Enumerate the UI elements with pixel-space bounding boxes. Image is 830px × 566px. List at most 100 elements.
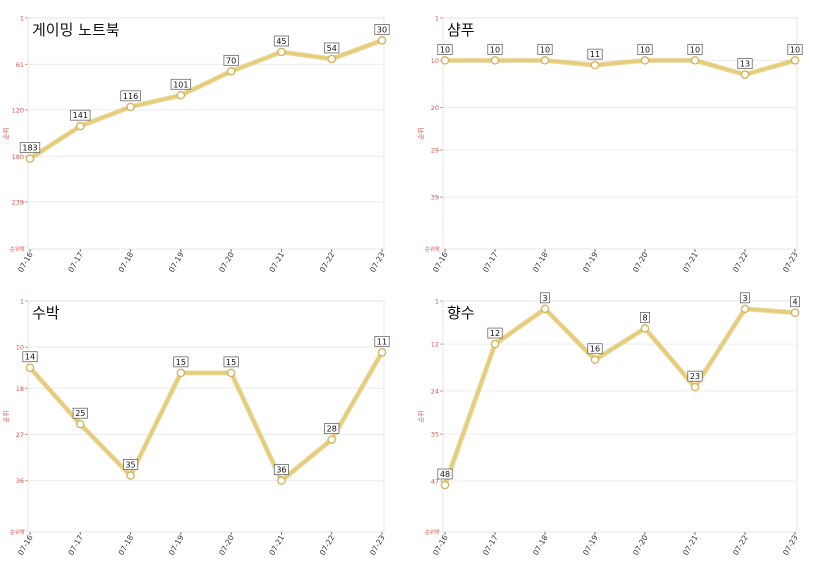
data-label: 70 bbox=[226, 56, 236, 65]
y-tick-label: 27 bbox=[16, 431, 24, 439]
data-label-box bbox=[72, 407, 88, 419]
data-point bbox=[490, 56, 500, 65]
data-point bbox=[690, 382, 700, 392]
y-tick-label: 239 bbox=[12, 198, 24, 206]
data-label: 8 bbox=[642, 313, 647, 322]
x-tick-label: 07-17 bbox=[66, 250, 85, 274]
line-chart-4: 1 12 24 35 47 순위밖 순위 07-16 07-17 07-18 07-19 07-20 0… bbox=[417, 292, 800, 557]
data-label: 36 bbox=[276, 466, 286, 475]
data-label: 101 bbox=[173, 80, 188, 89]
data-label-box bbox=[737, 58, 753, 69]
x-tick-label: 07-18 bbox=[117, 250, 136, 274]
data-label-box bbox=[223, 54, 239, 66]
x-tick-label: 07-22 bbox=[731, 250, 750, 274]
chart-title: 향수 bbox=[447, 304, 475, 322]
y-tick-label: 35 bbox=[431, 431, 439, 439]
y-tick-label: 61 bbox=[16, 61, 24, 69]
x-tick-label: 07-20 bbox=[631, 533, 650, 557]
data-point bbox=[640, 324, 650, 333]
data-point bbox=[590, 60, 600, 70]
data-point bbox=[490, 339, 500, 349]
x-tick-label: 07-23 bbox=[368, 533, 387, 557]
y-tick-label: 10 bbox=[431, 57, 439, 65]
data-label: 11 bbox=[590, 50, 600, 59]
data-label-box bbox=[70, 109, 91, 121]
data-point bbox=[277, 47, 286, 57]
y-tick-label: 10 bbox=[16, 344, 24, 352]
series-line bbox=[28, 38, 384, 161]
y-axis-label: 순위 bbox=[417, 128, 425, 140]
data-label: 141 bbox=[73, 111, 88, 120]
x-tick-label: 07-16 bbox=[16, 250, 35, 274]
data-point bbox=[690, 56, 700, 65]
x-tick-label: 07-21 bbox=[267, 250, 286, 274]
data-label: 10 bbox=[440, 45, 450, 54]
x-tick-label: 07-17 bbox=[66, 533, 85, 557]
x-tick-label: 07-16 bbox=[431, 250, 450, 274]
data-label-box bbox=[487, 327, 503, 339]
data-label: 45 bbox=[276, 37, 286, 46]
data-point bbox=[540, 56, 550, 65]
data-label-box bbox=[173, 356, 189, 368]
data-label: 15 bbox=[176, 358, 186, 367]
data-point bbox=[126, 471, 135, 480]
data-label-box bbox=[437, 468, 453, 480]
data-point bbox=[76, 121, 85, 131]
data-point bbox=[790, 308, 800, 317]
data-label: 35 bbox=[125, 461, 135, 470]
data-label-box bbox=[540, 292, 550, 304]
y-tick-label: 120 bbox=[12, 106, 24, 114]
data-label-box bbox=[170, 78, 192, 90]
data-point bbox=[790, 56, 800, 65]
y-axis-label: 순위 bbox=[417, 411, 425, 423]
x-tick-label: 07-19 bbox=[167, 533, 186, 557]
data-point bbox=[740, 304, 750, 314]
data-label-box bbox=[120, 90, 141, 102]
series-line bbox=[28, 350, 384, 483]
data-label: 10 bbox=[690, 45, 700, 54]
y-out-of-rank-label: 순위밖 bbox=[425, 245, 440, 253]
y-out-of-rank-label: 순위밖 bbox=[10, 528, 25, 536]
x-tick-label: 07-18 bbox=[117, 533, 136, 557]
data-label-box bbox=[487, 44, 503, 55]
chart-title: 샴푸 bbox=[447, 21, 475, 39]
data-point bbox=[226, 67, 236, 76]
x-tick-label: 07-19 bbox=[167, 250, 186, 274]
y-tick-label: 12 bbox=[431, 341, 439, 349]
plot-area bbox=[442, 17, 798, 250]
series-line bbox=[443, 307, 797, 487]
data-label-box bbox=[19, 142, 41, 153]
data-label-box bbox=[22, 351, 38, 363]
x-tick-label: 07-22 bbox=[318, 533, 337, 557]
y-axis-label: 순위 bbox=[2, 128, 10, 140]
y-tick-label: 180 bbox=[12, 153, 24, 161]
y-tick-label: 18 bbox=[16, 385, 24, 393]
data-label: 3 bbox=[542, 294, 547, 303]
data-point bbox=[25, 363, 35, 372]
data-label-box bbox=[123, 459, 139, 470]
x-tick-label: 07-23 bbox=[781, 250, 800, 274]
data-point bbox=[740, 70, 750, 79]
line-chart-2: 1 10 20 29 39 순위밖 순위 07-16 07-17 07-18 07-19 07-20 0… bbox=[417, 15, 803, 274]
data-label-box bbox=[324, 423, 340, 434]
data-label: 11 bbox=[377, 337, 387, 346]
data-point bbox=[176, 368, 186, 378]
data-label-box bbox=[640, 312, 650, 323]
x-tick-label: 07-17 bbox=[481, 250, 500, 274]
y-tick-label: 39 bbox=[431, 194, 439, 202]
data-label: 10 bbox=[490, 45, 500, 54]
y-tick-label: 1 bbox=[20, 298, 24, 306]
data-label: 3 bbox=[742, 294, 747, 303]
data-label-box bbox=[537, 44, 553, 55]
data-label: 14 bbox=[25, 353, 35, 362]
x-tick-label: 07-18 bbox=[531, 250, 550, 274]
data-label: 16 bbox=[590, 345, 600, 354]
y-tick-label: 47 bbox=[431, 478, 439, 486]
data-label: 15 bbox=[226, 358, 236, 367]
data-point bbox=[440, 480, 450, 490]
data-label-box bbox=[790, 296, 800, 308]
y-tick-label: 36 bbox=[16, 477, 24, 485]
chart-title: 수박 bbox=[32, 304, 60, 322]
data-label-box bbox=[587, 343, 603, 355]
x-tick-label: 07-20 bbox=[217, 533, 236, 557]
